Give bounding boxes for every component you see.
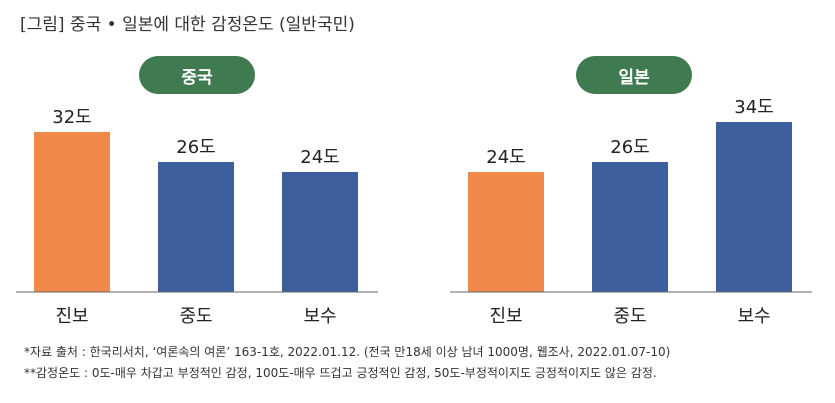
figure-title: [그림] 중국 • 일본에 대한 감정온도 (일반국민) — [20, 15, 355, 35]
bar-2 — [282, 172, 358, 292]
category-label-2: 보수 — [303, 306, 336, 327]
category-label-0: 진보 — [55, 306, 88, 327]
definition-note: **감정온도 : 0도-매우 차갑고 부정적인 감정, 100도-매우 뜨겁고 … — [24, 366, 657, 380]
bar-1 — [158, 162, 234, 292]
source-note: *자료 출처 : 한국리서치, ‘여론속의 여론’ 163-1호, 2022.0… — [24, 345, 671, 359]
category-label-1: 중도 — [613, 306, 646, 327]
data-label-1: 26도 — [610, 137, 649, 158]
data-label-0: 32도 — [52, 107, 91, 128]
bar-1 — [592, 162, 668, 292]
chart-title-japan: 일본 — [576, 56, 692, 94]
data-label-2: 34도 — [734, 97, 773, 118]
footnotes: *자료 출처 : 한국리서치, ‘여론속의 여론’ 163-1호, 2022.0… — [24, 342, 670, 384]
bar-0 — [34, 132, 110, 292]
data-label-0: 24도 — [486, 147, 525, 168]
chart-title-china: 중국 — [139, 56, 255, 94]
data-label-1: 26도 — [176, 137, 215, 158]
bar-2 — [716, 122, 792, 292]
category-label-1: 중도 — [179, 306, 212, 327]
bar-0 — [468, 172, 544, 292]
category-label-2: 보수 — [737, 306, 770, 327]
category-label-0: 진보 — [489, 306, 522, 327]
data-label-2: 24도 — [300, 147, 339, 168]
